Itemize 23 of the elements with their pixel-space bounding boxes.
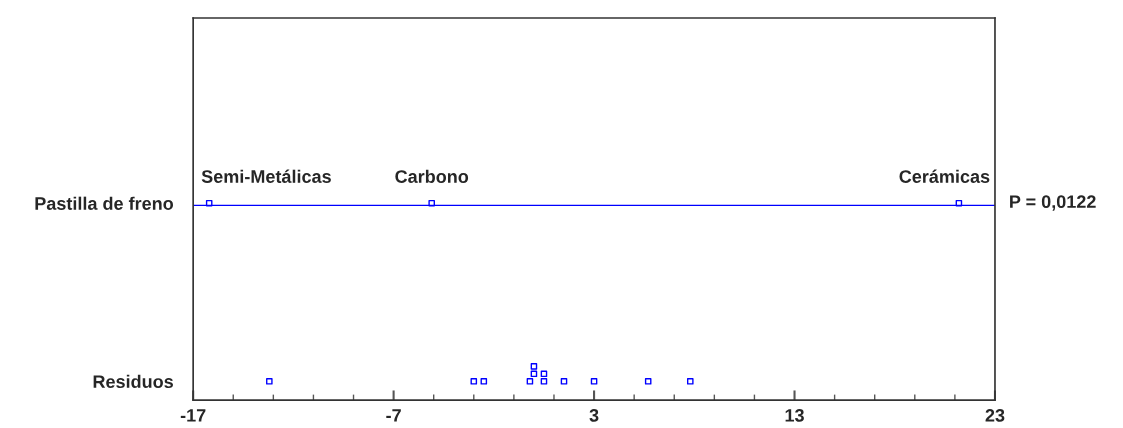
point: [428, 199, 435, 207]
point: [526, 378, 534, 385]
y-tick-label: Pastilla de freno: [35, 196, 174, 210]
point: [266, 378, 273, 385]
series-label: Carbono: [395, 169, 469, 183]
series-label: Semi-Metálicas: [201, 169, 331, 183]
point: [686, 378, 694, 385]
point: [470, 378, 478, 385]
series-label: Cerámicas: [899, 169, 990, 183]
point: [955, 199, 963, 207]
point: [540, 378, 548, 385]
y-tick-label: Residuos: [93, 374, 173, 389]
point: [644, 378, 652, 385]
x-tick-label: -7: [386, 409, 401, 422]
point: [590, 378, 598, 385]
x-tick-label: 23: [985, 408, 1005, 422]
x-tick-label: -17: [180, 409, 206, 422]
point: [560, 378, 568, 385]
text: P = 0,0122: [1010, 195, 1096, 211]
x-tick-label: 13: [785, 408, 804, 422]
point: [480, 378, 488, 385]
x-tick-label: 3: [589, 408, 599, 422]
point: [205, 199, 213, 207]
